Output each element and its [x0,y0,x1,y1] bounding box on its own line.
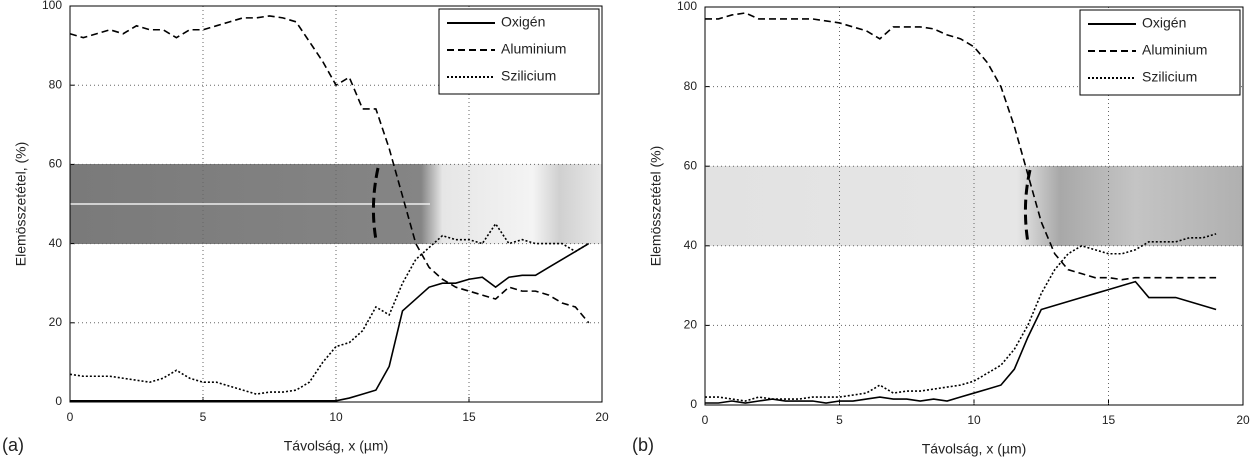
data-line [705,233,1217,402]
interface-mark [1023,169,1032,244]
y-axis-label: Elemösszetétel, (%) [13,142,29,266]
data-line [705,12,1217,281]
x-tick-label: 20 [595,410,609,424]
y-tick-label: 20 [49,315,63,329]
x-tick-label: 5 [200,410,207,424]
data-line [69,222,590,395]
x-tick-label: 5 [836,413,843,427]
y-tick-label: 20 [684,318,698,332]
y-tick-label: 40 [49,236,63,250]
legend-label: Aluminium [1142,42,1207,58]
y-tick-label: 0 [690,397,697,411]
x-tick-label: 10 [967,413,981,427]
y-tick-label: 60 [684,158,698,172]
x-tick-label: 15 [1102,413,1116,427]
x-tick-label: 10 [329,410,343,424]
legend-label: Szilicium [501,68,556,84]
panel-label: (b) [632,435,654,455]
legend-label: Aluminium [501,41,566,57]
legend-label: Szilicium [1142,69,1197,85]
sem-image [705,166,1243,246]
data-line [70,242,590,402]
legend-label: Oxigén [1142,15,1186,31]
y-tick-label: 80 [49,77,63,91]
plot-frame [704,6,1244,406]
x-tick-label: 0 [67,410,74,424]
y-tick-label: 0 [55,394,62,408]
y-tick-label: 40 [684,238,698,252]
y-tick-label: 80 [684,79,698,93]
legend-label: Oxigén [501,14,545,30]
y-tick-label: 100 [677,0,697,13]
data-line [705,280,1217,404]
x-tick-label: 0 [702,413,709,427]
plot-frame [69,5,603,403]
x-axis-label: Távolság, x (µm) [284,438,389,454]
y-tick-label: 100 [42,0,62,12]
interface-mark [371,167,380,241]
x-axis-label: Távolság, x (µm) [922,441,1027,457]
x-tick-label: 15 [462,410,476,424]
y-tick-label: 60 [49,157,63,171]
x-tick-label: 20 [1236,413,1250,427]
data-line [69,15,590,324]
panel-label: (a) [2,435,24,455]
y-axis-label: Elemösszetétel (%) [648,146,664,267]
